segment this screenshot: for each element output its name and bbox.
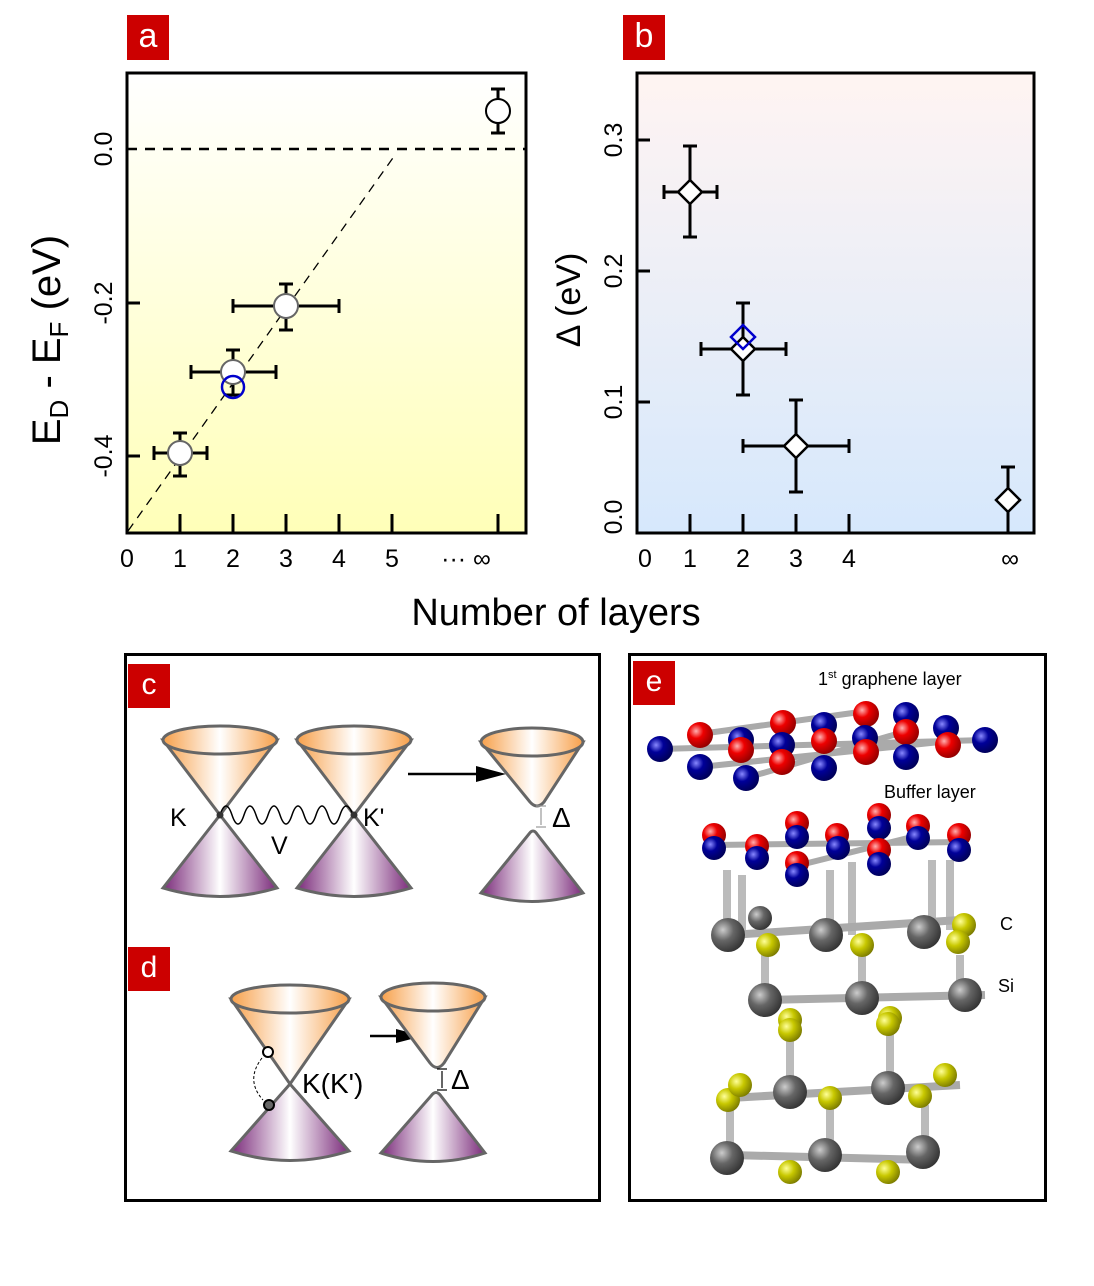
svg-text:3: 3 xyxy=(279,545,293,573)
y-tick-labels-b: 0.0 0.1 0.2 0.3 xyxy=(600,123,628,535)
chart-b: 0 1 2 3 4 ∞ 0.0 0.1 0.2 0.3 Δ (eV) xyxy=(550,71,1036,573)
x-ticks-a xyxy=(178,514,500,533)
point-a-inf xyxy=(485,98,511,124)
y-label-a: ED - EF (eV) xyxy=(25,235,74,445)
chart-a: 0 1 2 3 4 5 ··· ∞ 0.0 -0.2 -0.4 ED - EF … xyxy=(25,71,528,573)
svg-text:0.1: 0.1 xyxy=(600,385,628,420)
svg-text:-0.4: -0.4 xyxy=(90,434,118,477)
svg-text:0.0: 0.0 xyxy=(600,500,628,535)
shared-x-label: Number of layers xyxy=(411,592,700,634)
point-b-2-blue xyxy=(729,323,757,351)
x-tick-labels-b: 0 1 2 3 4 ∞ xyxy=(638,545,1019,573)
y-tick-labels-a: 0.0 -0.2 -0.4 xyxy=(90,132,118,478)
charts-ab: 0 1 2 3 4 5 ··· ∞ 0.0 -0.2 -0.4 ED - EF … xyxy=(25,71,1036,634)
svg-text:0: 0 xyxy=(120,545,134,573)
point-a-1 xyxy=(167,440,193,466)
svg-text:0.2: 0.2 xyxy=(600,254,628,289)
svg-text:4: 4 xyxy=(332,545,346,573)
box-e xyxy=(628,653,1047,1202)
svg-text:∞: ∞ xyxy=(1001,545,1019,573)
panel-label-b: b xyxy=(623,15,665,60)
point-a-2-blue xyxy=(220,374,246,400)
svg-text:··· ∞: ··· ∞ xyxy=(441,545,491,573)
svg-text:2: 2 xyxy=(226,545,240,573)
point-b-3 xyxy=(782,432,810,460)
box-cd xyxy=(124,653,601,1202)
point-b-inf xyxy=(994,486,1022,514)
svg-text:4: 4 xyxy=(842,545,856,573)
y-ticks-a xyxy=(127,301,140,458)
panel-label-d: d xyxy=(128,947,170,991)
svg-text:2: 2 xyxy=(736,545,750,573)
panel-label-c: c xyxy=(128,664,170,708)
y-ticks-b xyxy=(637,138,650,404)
svg-text:3: 3 xyxy=(789,545,803,573)
y-label-b: Δ (eV) xyxy=(550,253,588,348)
fit-line xyxy=(127,154,396,532)
svg-text:1: 1 xyxy=(173,545,187,573)
point-a-3 xyxy=(273,293,299,319)
svg-text:1: 1 xyxy=(683,545,697,573)
panel-label-a: a xyxy=(127,15,169,60)
svg-text:5: 5 xyxy=(385,545,399,573)
svg-text:0.3: 0.3 xyxy=(600,123,628,158)
x-tick-labels-a: 0 1 2 3 4 5 ··· ∞ xyxy=(120,545,491,573)
svg-text:-0.2: -0.2 xyxy=(90,281,118,324)
svg-text:0.0: 0.0 xyxy=(90,132,118,167)
point-b-1 xyxy=(676,178,704,206)
panel-label-e: e xyxy=(633,661,675,705)
svg-text:0: 0 xyxy=(638,545,652,573)
